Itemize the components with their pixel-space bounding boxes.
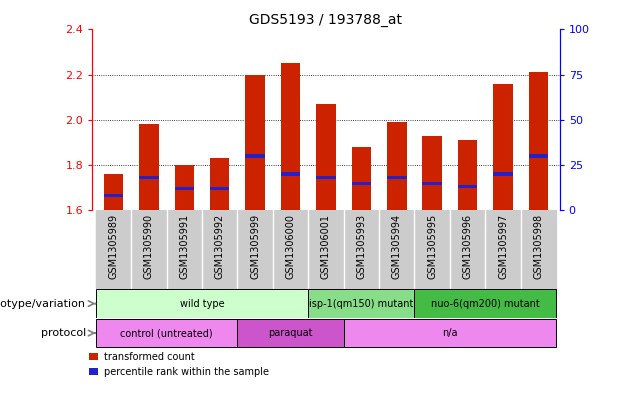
Bar bbox=[89, 368, 98, 375]
Bar bbox=[139, 124, 158, 210]
Bar bbox=[422, 182, 442, 185]
Bar bbox=[96, 210, 131, 289]
Bar bbox=[379, 210, 415, 289]
Bar bbox=[521, 210, 556, 289]
Bar bbox=[422, 136, 442, 210]
Bar bbox=[308, 289, 415, 318]
Bar bbox=[210, 187, 230, 190]
Bar bbox=[237, 319, 343, 347]
Text: GSM1306000: GSM1306000 bbox=[286, 214, 296, 279]
Text: GSM1305998: GSM1305998 bbox=[534, 214, 543, 279]
Title: GDS5193 / 193788_at: GDS5193 / 193788_at bbox=[249, 13, 403, 27]
Text: wild type: wild type bbox=[180, 299, 225, 309]
Text: genotype/variation: genotype/variation bbox=[0, 299, 86, 309]
Bar bbox=[387, 176, 406, 179]
Text: GSM1305996: GSM1305996 bbox=[462, 214, 473, 279]
Bar bbox=[343, 210, 379, 289]
Bar bbox=[316, 176, 336, 179]
Bar bbox=[167, 210, 202, 289]
Text: percentile rank within the sample: percentile rank within the sample bbox=[104, 367, 268, 376]
Bar bbox=[245, 154, 265, 158]
Bar bbox=[131, 210, 167, 289]
Bar bbox=[529, 154, 548, 158]
Bar bbox=[174, 187, 194, 190]
Text: transformed count: transformed count bbox=[104, 352, 194, 362]
Text: GSM1305991: GSM1305991 bbox=[179, 214, 190, 279]
Text: nuo-6(qm200) mutant: nuo-6(qm200) mutant bbox=[431, 299, 540, 309]
Bar bbox=[494, 173, 513, 176]
Bar bbox=[458, 185, 478, 188]
Bar bbox=[104, 174, 123, 210]
Text: control (untreated): control (untreated) bbox=[120, 328, 213, 338]
Bar bbox=[139, 176, 158, 179]
Text: protocol: protocol bbox=[41, 328, 86, 338]
Bar bbox=[174, 165, 194, 210]
Text: isp-1(qm150) mutant: isp-1(qm150) mutant bbox=[309, 299, 413, 309]
Bar bbox=[281, 63, 300, 210]
Bar bbox=[458, 140, 478, 210]
Bar bbox=[281, 173, 300, 176]
Text: GSM1305997: GSM1305997 bbox=[498, 214, 508, 279]
Text: paraquat: paraquat bbox=[268, 328, 313, 338]
Text: GSM1305995: GSM1305995 bbox=[427, 214, 437, 279]
Text: GSM1305993: GSM1305993 bbox=[356, 214, 366, 279]
Bar bbox=[494, 84, 513, 210]
Bar bbox=[96, 289, 308, 318]
Text: GSM1305990: GSM1305990 bbox=[144, 214, 154, 279]
Bar bbox=[308, 210, 343, 289]
Bar bbox=[210, 158, 230, 210]
Bar bbox=[245, 75, 265, 210]
Text: GSM1305989: GSM1305989 bbox=[109, 214, 118, 279]
Bar bbox=[89, 353, 98, 360]
Text: n/a: n/a bbox=[442, 328, 458, 338]
Bar bbox=[96, 319, 237, 347]
Bar bbox=[343, 319, 556, 347]
Bar bbox=[273, 210, 308, 289]
Bar bbox=[202, 210, 237, 289]
Bar bbox=[352, 182, 371, 185]
Bar bbox=[237, 210, 273, 289]
Text: GSM1306001: GSM1306001 bbox=[321, 214, 331, 279]
Bar bbox=[415, 210, 450, 289]
Text: GSM1305999: GSM1305999 bbox=[250, 214, 260, 279]
Bar bbox=[387, 122, 406, 210]
Bar bbox=[316, 104, 336, 210]
Bar bbox=[352, 147, 371, 210]
Bar bbox=[104, 194, 123, 197]
Text: GSM1305992: GSM1305992 bbox=[215, 214, 225, 279]
Bar bbox=[415, 289, 556, 318]
Bar bbox=[450, 210, 485, 289]
Bar bbox=[485, 210, 521, 289]
Text: GSM1305994: GSM1305994 bbox=[392, 214, 402, 279]
Bar bbox=[529, 72, 548, 210]
